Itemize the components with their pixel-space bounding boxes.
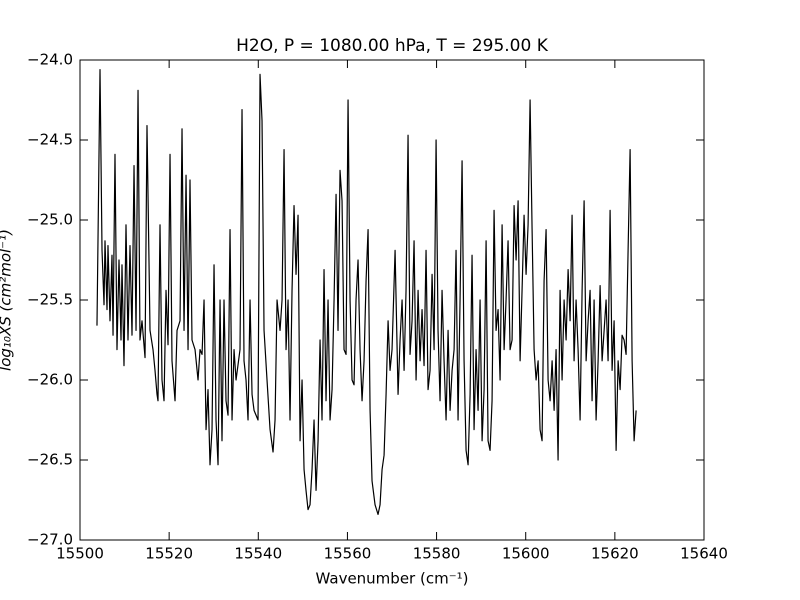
spectrum-line bbox=[96, 69, 637, 515]
chart-title: H2O, P = 1080.00 hPa, T = 295.00 K bbox=[236, 36, 549, 56]
x-tick-label: 15600 bbox=[502, 545, 550, 563]
x-tick-label: 15580 bbox=[413, 545, 461, 563]
x-tick-label: 15620 bbox=[591, 545, 639, 563]
plot-frame bbox=[79, 59, 705, 541]
y-tick-label: −26.0 bbox=[27, 371, 73, 389]
y-tick-label: −24.5 bbox=[27, 131, 73, 149]
x-tick-label: 15540 bbox=[234, 545, 282, 563]
y-tick-label: −24.0 bbox=[27, 51, 73, 69]
x-tick-label: 15560 bbox=[324, 545, 372, 563]
x-axis-label: Wavenumber (cm⁻¹) bbox=[316, 570, 469, 588]
y-tick-label: −25.5 bbox=[27, 291, 73, 309]
x-tick-label: 15520 bbox=[145, 545, 193, 563]
y-tick-label: −26.5 bbox=[27, 451, 73, 469]
x-tick-label: 15640 bbox=[680, 545, 728, 563]
y-axis-label: log₁₀XS (cm²mol⁻¹) bbox=[0, 229, 15, 371]
y-tick-label: −25.0 bbox=[27, 211, 73, 229]
x-tick-label: 15500 bbox=[56, 545, 104, 563]
y-tick-label: −27.0 bbox=[27, 531, 73, 549]
